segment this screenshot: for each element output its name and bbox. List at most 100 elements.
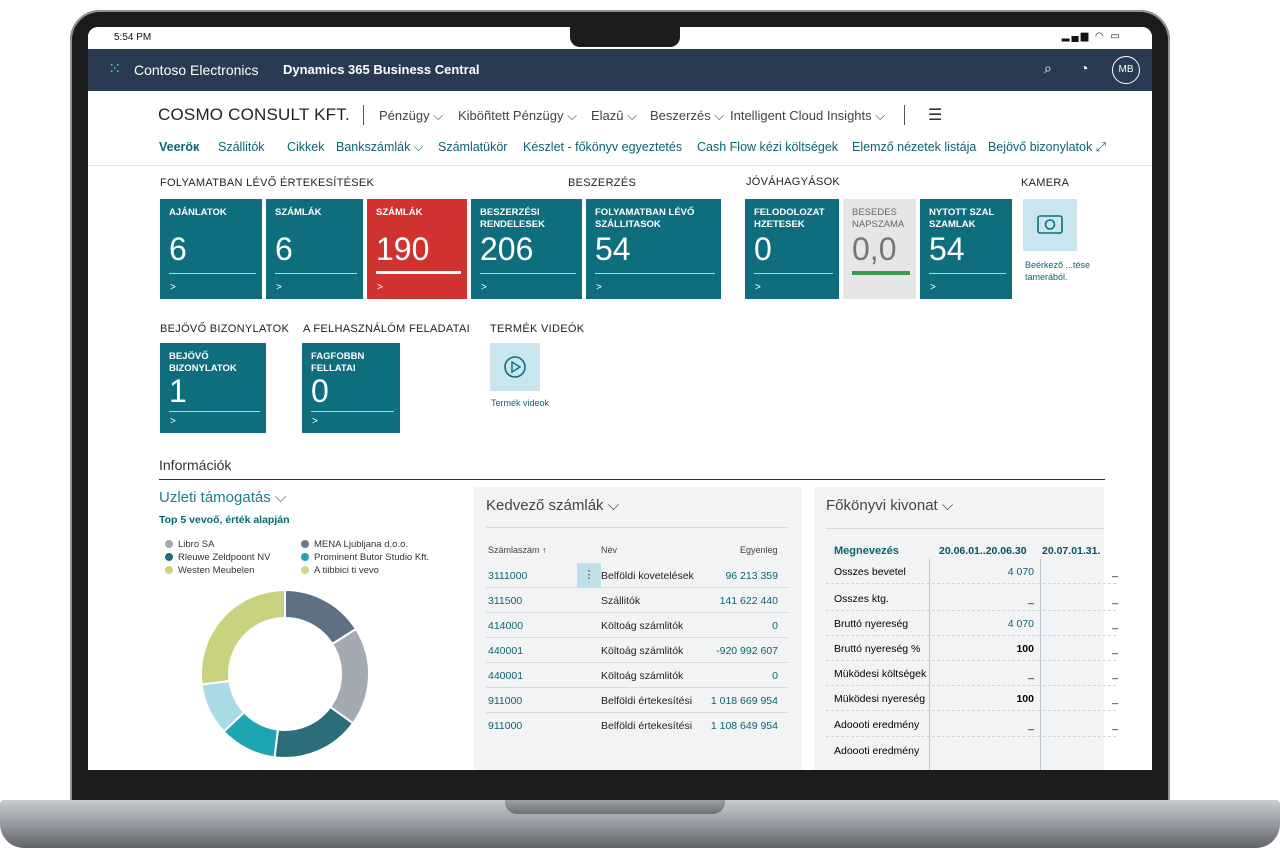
tile-feladataim[interactable]: FAGFOBBN FELLATAI 0 >: [302, 343, 400, 433]
cell-value-2[interactable]: _: [1112, 693, 1118, 705]
nav-bejovo-bizonylatok[interactable]: Bejövő bizonylatok: [988, 140, 1093, 154]
cell-value-1[interactable]: _: [1028, 719, 1034, 731]
cell-account[interactable]: 440001: [488, 670, 524, 682]
info-divider: [159, 479, 1105, 480]
cell-value-2[interactable]: _: [1112, 593, 1118, 605]
cell-name: Belföldi értekesítési: [601, 695, 693, 707]
cell-value-1[interactable]: 4 070: [1007, 618, 1034, 630]
cell-value-2[interactable]: _: [1112, 719, 1118, 731]
table-row: Osszes bevetel 4 070 _: [826, 559, 1118, 584]
col-header-szamlaszam[interactable]: Számlaszám ↑: [488, 545, 547, 555]
tile-szamlak[interactable]: SZÁMLÁK 6 >: [266, 199, 363, 299]
donut-slice-6[interactable]: [200, 589, 286, 686]
table-row[interactable]: 911000 Belföldi értekesítési 1 018 669 9…: [486, 688, 788, 713]
business-support-title[interactable]: Uzleti támogatás ⌵: [159, 489, 287, 506]
col-header-egyenleg[interactable]: Egyenleg: [740, 545, 778, 555]
tile-napszama[interactable]: BESEDES NAPSZAMA 0,0: [843, 199, 916, 299]
tile-felodolozat[interactable]: FELODOLOZAT HZETESEK 0 >: [745, 199, 839, 299]
cell-balance[interactable]: -920 992 607: [716, 645, 778, 657]
tile-nyitott-szamlak[interactable]: NYTOTT SZAL SZAMLAK 54 >: [920, 199, 1012, 299]
avatar[interactable]: MB: [1112, 56, 1140, 84]
menu-penzugy[interactable]: Pénzügy ⌵: [379, 108, 444, 123]
cell-account[interactable]: 440001: [488, 645, 524, 657]
cell-balance[interactable]: 96 213 359: [725, 570, 778, 582]
nav-szamlatukor[interactable]: Számlatükör: [438, 140, 508, 154]
tile-divider: [169, 411, 260, 412]
cell-balance[interactable]: 141 622 440: [719, 595, 778, 607]
cell-account[interactable]: 911000: [488, 720, 523, 732]
tile-folyamatban-szallitasok[interactable]: FOLYAMATBAN LÉVŐ SZÁLLITASOK 54 >: [586, 199, 721, 299]
cell-value-2[interactable]: _: [1112, 566, 1118, 578]
title-separator: [904, 105, 905, 125]
cell-balance[interactable]: 1 108 649 954: [710, 720, 778, 732]
cell-account[interactable]: 414000: [488, 620, 524, 632]
cell-account[interactable]: 311500: [488, 595, 523, 607]
cell-account[interactable]: 3111000: [488, 570, 528, 582]
col-header-period-2[interactable]: 20.07.01.31.: [1042, 545, 1101, 557]
col-header-nev[interactable]: Név: [601, 545, 618, 555]
tile-title: FOLYAMATBAN LÉVŐ SZÁLLITASOK: [595, 207, 695, 230]
tile-value: 54: [595, 231, 631, 267]
table-row[interactable]: 440001 Költoág számlitók -920 992 607: [486, 638, 788, 663]
camera-label[interactable]: Beérkező ...tése tamerából.: [1025, 260, 1091, 282]
cell-value-2[interactable]: _: [1112, 618, 1118, 630]
tile-value: 6: [169, 231, 187, 267]
bell-icon[interactable]: ◔: [1080, 60, 1089, 76]
expand-icon[interactable]: ⤢: [1096, 140, 1107, 154]
tile-divider: [169, 273, 256, 274]
tile-progress: [852, 271, 910, 275]
menu-kibovitett-penzugy[interactable]: Kiböñtett Pénzügy ⌵: [458, 108, 577, 123]
cell-account[interactable]: 911000: [488, 695, 523, 707]
table-row[interactable]: 414000 Költoág számlitók 0: [486, 613, 788, 638]
cell-balance[interactable]: 0: [772, 670, 778, 682]
table-row: Bruttó nyereség % 100 _: [826, 636, 1118, 661]
waffle-icon[interactable]: ⁙: [108, 61, 122, 78]
video-button[interactable]: [490, 343, 540, 391]
table-row[interactable]: 311500 Szállitók 141 622 440: [486, 588, 788, 613]
cell-balance[interactable]: 0: [772, 620, 778, 632]
cell-value-2[interactable]: _: [1112, 643, 1118, 655]
nav-bankszamlak[interactable]: Bankszámlák ⌵: [336, 140, 424, 154]
nav-cash-flow[interactable]: Cash Flow kézi költségek: [697, 140, 839, 154]
tile-divider: [275, 273, 357, 274]
kedvezo-szamlak-title[interactable]: Kedvező számlák ⌵: [486, 497, 620, 514]
product-name: Dynamics 365 Business Central: [283, 62, 480, 77]
fokonyvi-kivonat-title[interactable]: Főkönyvi kivonat ⌵: [826, 497, 954, 514]
donut-slice-2[interactable]: [328, 627, 370, 725]
table-row[interactable]: 440001 Költoág számlitók 0: [486, 663, 788, 688]
tile-ajanlatok[interactable]: AJÁNLATOK 6 >: [160, 199, 262, 299]
company-name[interactable]: Contoso Electronics: [134, 62, 259, 78]
donut-slice-3[interactable]: [273, 705, 355, 759]
cell-value-2[interactable]: _: [1112, 668, 1118, 680]
nav-keszlet-fokonyv[interactable]: Készlet - főkönyv egyeztetés: [523, 140, 683, 154]
video-label[interactable]: Termék videok: [491, 398, 550, 408]
legend-item: Libro SA: [165, 539, 214, 550]
cell-value-1[interactable]: _: [1028, 593, 1034, 605]
table-row[interactable]: 911000 Belföldi értekesítési 1 108 649 9…: [486, 713, 788, 738]
nav-cikkek[interactable]: Cikkek: [287, 140, 325, 154]
cell-balance[interactable]: 1 018 669 954: [710, 695, 778, 707]
tile-beszerzesi-rendelesek[interactable]: BESZERZÉSI RENDELESEK 206 >: [471, 199, 582, 299]
col-header-megnevezes[interactable]: Megnevezés: [834, 545, 899, 557]
col-header-period-1[interactable]: 20.06.01..20.06.30: [939, 545, 1027, 557]
nav-szallitok[interactable]: Szállitók: [218, 140, 265, 154]
tile-bejovo-bizonylatok[interactable]: BEJÖVŐ BIZONYLATOK 1 >: [160, 343, 266, 433]
menu-beszerzes[interactable]: Beszerzés ⌵: [650, 108, 725, 123]
more-icon[interactable]: ⋮: [577, 563, 601, 588]
camera-notch: [570, 27, 680, 47]
table-row[interactable]: 3111000 ⋮ Belföldi kovetelések 96 213 35…: [486, 563, 788, 588]
tile-szamlak-overdue[interactable]: SZÁMLÁK 190 >: [367, 199, 467, 299]
cell-value-1[interactable]: 4 070: [1007, 566, 1034, 578]
cell-value-1[interactable]: 100: [1016, 643, 1034, 655]
legend-item: Rleuwe Zeldpoont NV: [165, 552, 270, 563]
search-icon[interactable]: ⌕: [1044, 60, 1052, 76]
tile-title: BESEDES NAPSZAMA: [852, 207, 905, 230]
menu-cloud-insights[interactable]: Intelligent Cloud Insights ⌵: [730, 108, 886, 123]
cell-value-1[interactable]: 100: [1016, 693, 1034, 705]
nav-elemzo-nezetek[interactable]: Elemző nézetek listája: [852, 140, 977, 154]
camera-button[interactable]: [1023, 199, 1077, 251]
cell-value-1[interactable]: _: [1028, 668, 1034, 680]
nav-vevok[interactable]: Veeröк: [159, 140, 200, 154]
menu-elado[interactable]: Elazû ⌵: [591, 108, 637, 123]
hamburger-icon[interactable]: ☰: [928, 107, 943, 124]
